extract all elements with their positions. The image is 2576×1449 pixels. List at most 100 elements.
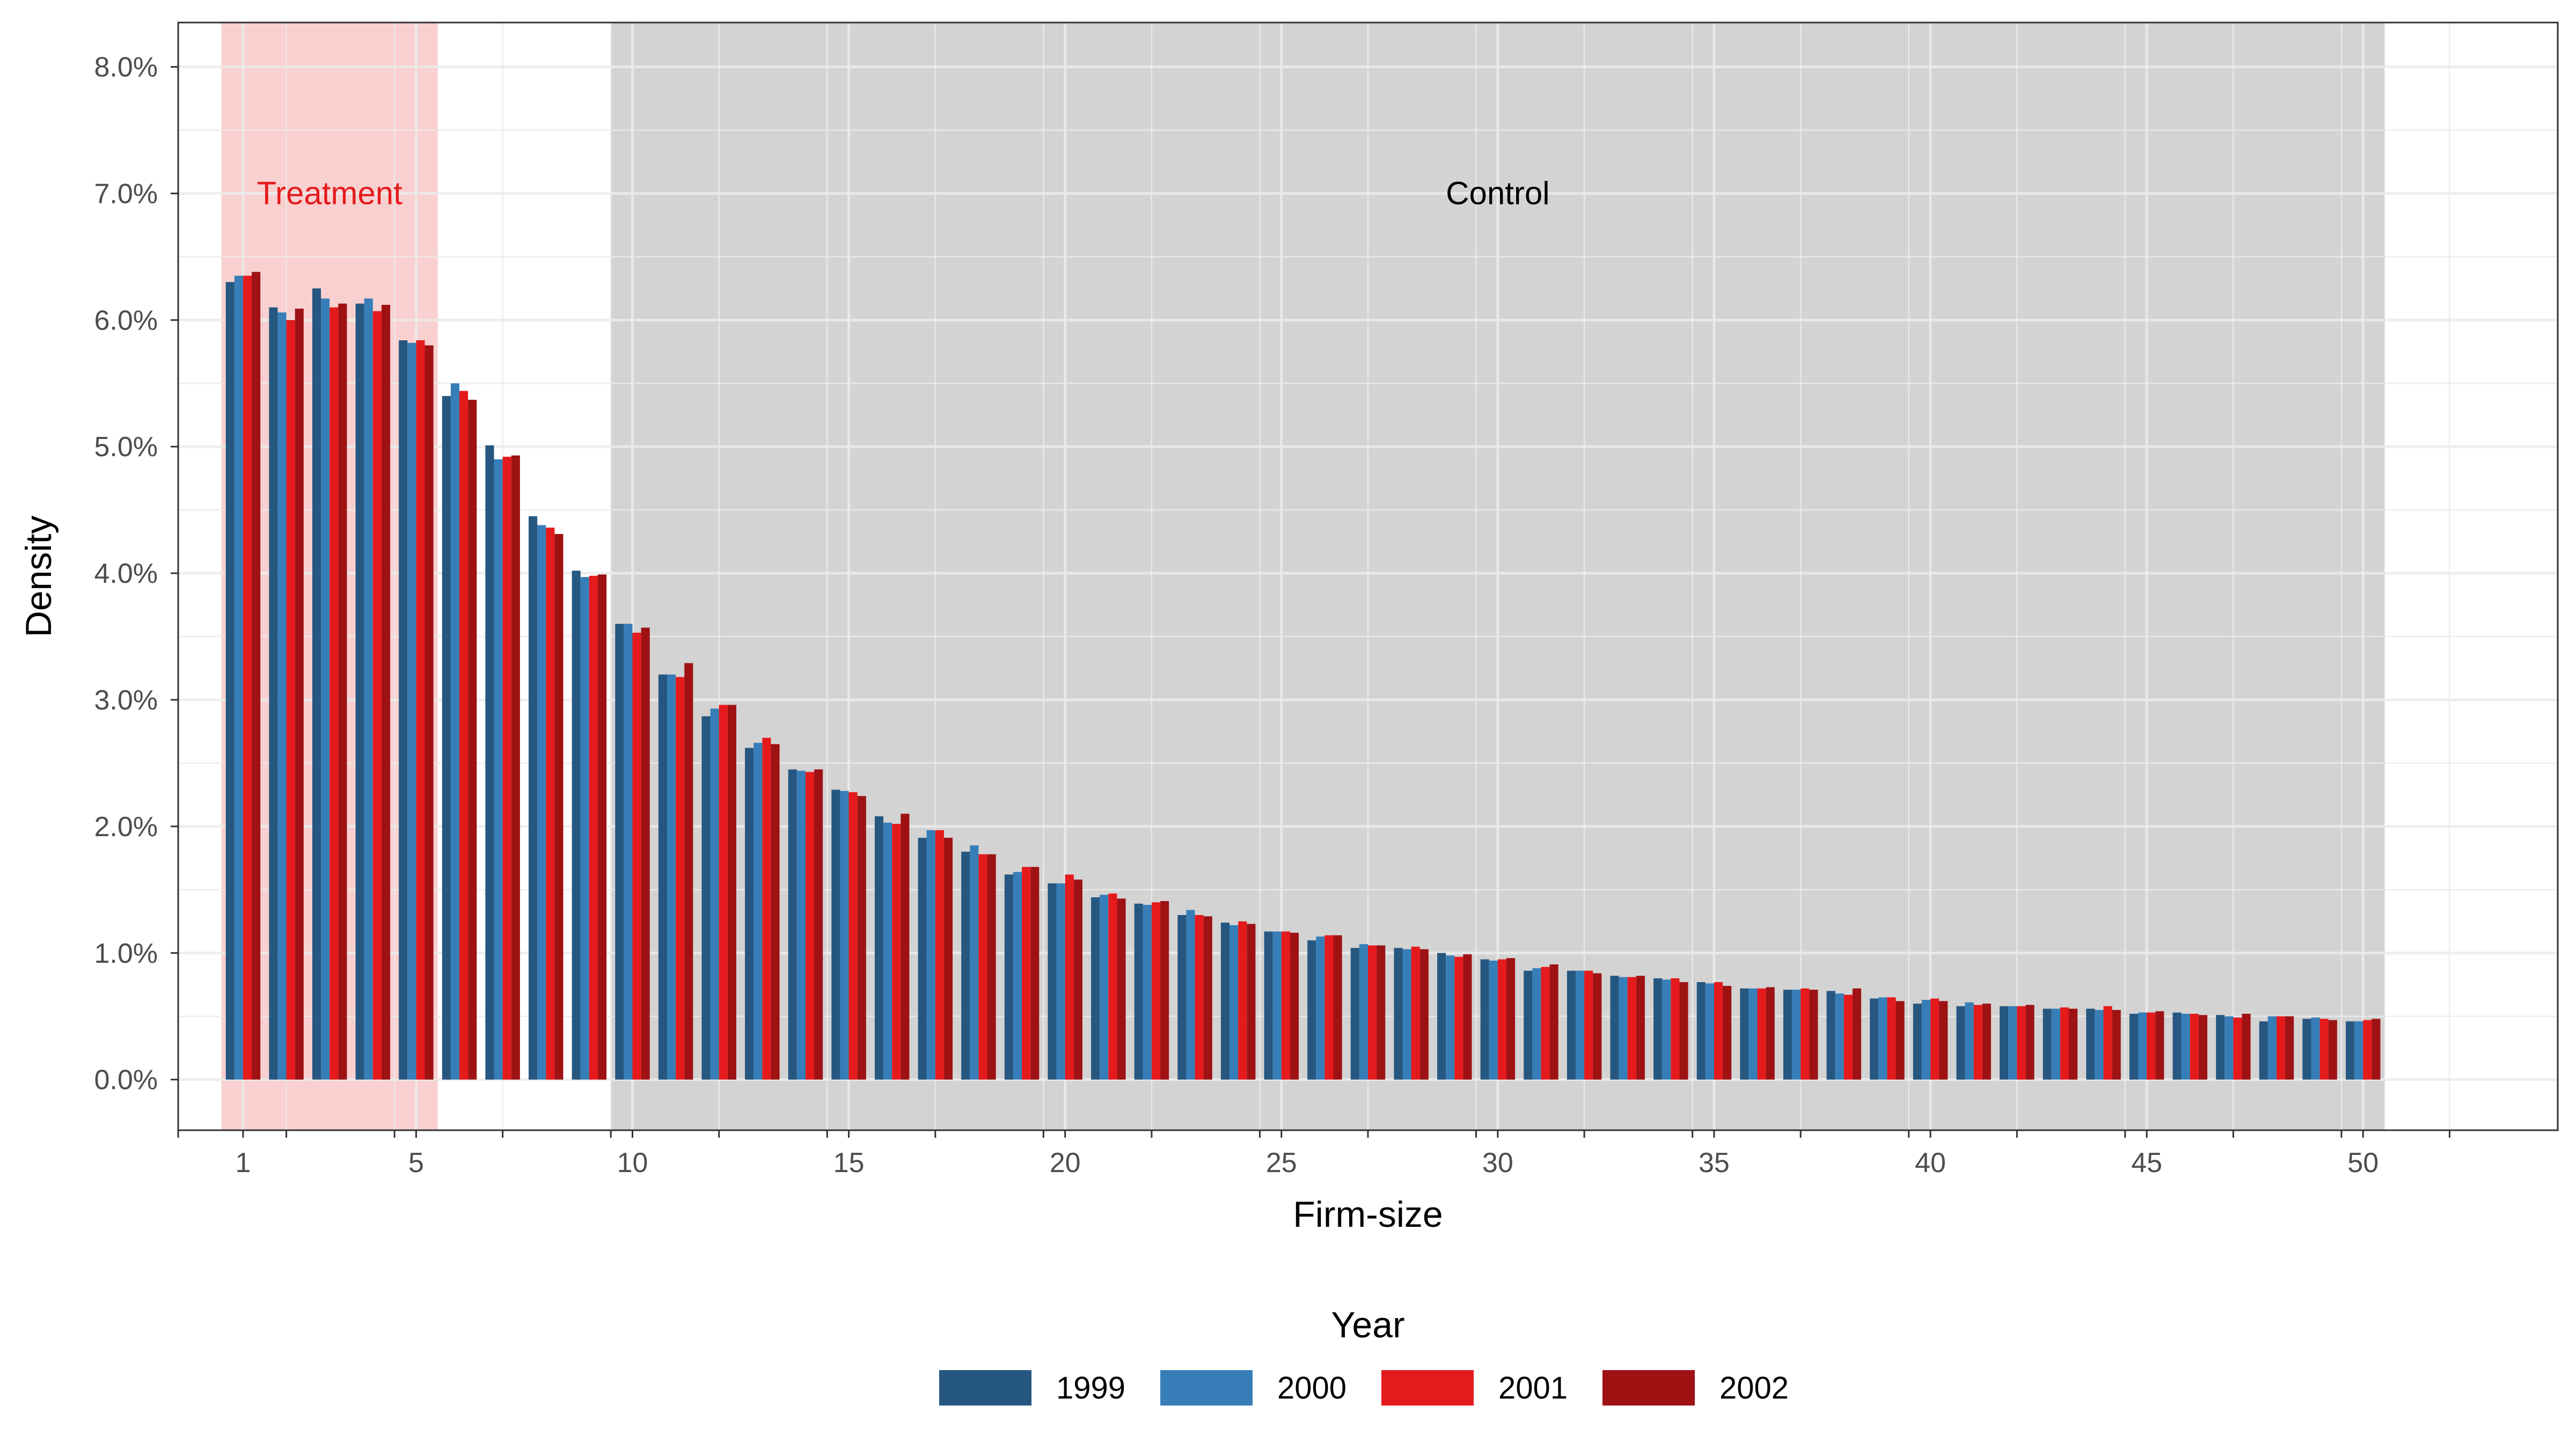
bar-1999-49	[2302, 1019, 2311, 1080]
bar-1999-44	[2086, 1008, 2095, 1080]
bar-2000-23	[1186, 910, 1195, 1080]
bar-2001-13	[762, 737, 771, 1080]
bar-1999-36	[1740, 988, 1749, 1080]
bar-1999-29	[1437, 953, 1446, 1080]
bar-2001-16	[892, 824, 901, 1080]
bar-2002-36	[1766, 987, 1775, 1080]
y-tick-label: 7.0%	[94, 178, 158, 209]
bar-2000-5	[407, 342, 416, 1080]
bar-2000-38	[1835, 993, 1844, 1080]
bar-2002-26	[1333, 935, 1342, 1080]
bar-2002-4	[381, 305, 391, 1080]
bar-2001-6	[459, 391, 469, 1080]
bar-2001-11	[676, 677, 685, 1080]
bar-2000-17	[926, 830, 935, 1080]
bar-2002-29	[1463, 954, 1472, 1080]
bar-2002-50	[2372, 1019, 2381, 1080]
bar-2000-37	[1792, 990, 1801, 1080]
bar-1999-41	[1956, 1006, 1965, 1080]
bar-2002-10	[641, 627, 650, 1080]
bar-2000-15	[840, 791, 849, 1080]
bar-2002-2	[295, 309, 304, 1080]
bar-1999-37	[1783, 990, 1792, 1080]
bar-1999-15	[831, 789, 840, 1080]
bar-1999-20	[1048, 883, 1057, 1080]
bar-2001-32	[1584, 970, 1593, 1080]
bar-1999-21	[1091, 897, 1100, 1080]
bar-2002-13	[771, 744, 780, 1080]
y-axis: 0.0% 1.0% 2.0% 3.0% 4.0% 5.0% 6.0% 7.0% 8.0%	[94, 52, 178, 1096]
y-tick-label: 6.0%	[94, 305, 158, 336]
bar-2000-21	[1100, 895, 1109, 1080]
bar-2000-12	[710, 708, 719, 1080]
bar-2002-23	[1203, 916, 1212, 1080]
bar-2000-10	[624, 624, 633, 1080]
bar-2000-31	[1532, 968, 1541, 1080]
bar-2000-1	[234, 275, 243, 1080]
bar-2000-24	[1230, 925, 1239, 1080]
bar-2002-21	[1117, 898, 1126, 1080]
bar-1999-50	[2345, 1021, 2355, 1080]
bar-1999-39	[1870, 998, 1879, 1080]
bar-2001-1	[243, 275, 252, 1080]
x-tick-label: 50	[2347, 1147, 2379, 1179]
bar-2001-21	[1108, 893, 1117, 1080]
bar-2002-16	[901, 814, 910, 1080]
bar-1999-34	[1653, 978, 1663, 1080]
bar-2000-6	[450, 383, 460, 1080]
bar-2002-6	[468, 399, 477, 1080]
bar-1999-40	[1913, 1004, 1922, 1080]
bar-2002-17	[943, 838, 953, 1080]
bar-2002-22	[1160, 901, 1169, 1080]
bar-2001-8	[546, 528, 555, 1080]
bar-2000-7	[494, 459, 503, 1080]
bar-1999-22	[1134, 903, 1143, 1080]
legend: Year 1999 2000 2001 2002	[939, 1305, 1789, 1406]
bar-2000-47	[2224, 1016, 2234, 1080]
bar-2002-12	[727, 705, 736, 1080]
bar-2002-20	[1073, 879, 1082, 1080]
x-tick-label: 20	[1050, 1147, 1081, 1179]
bar-2001-20	[1065, 874, 1074, 1080]
bar-2000-36	[1748, 988, 1758, 1080]
bar-1999-33	[1610, 976, 1619, 1080]
region-label-treatment: Treatment	[257, 175, 403, 211]
legend-key-1999	[939, 1370, 1031, 1406]
bar-2002-39	[1896, 1001, 1905, 1080]
bar-2001-4	[372, 311, 382, 1080]
bar-2001-30	[1497, 959, 1506, 1080]
legend-label-2000: 2000	[1277, 1371, 1346, 1406]
bar-1999-1	[225, 282, 235, 1080]
bar-2000-2	[277, 312, 287, 1080]
legend-key-2002	[1602, 1370, 1695, 1406]
bar-2000-19	[1013, 872, 1022, 1080]
bar-2002-8	[554, 533, 564, 1080]
bar-1999-25	[1264, 931, 1273, 1080]
bar-2000-16	[883, 822, 892, 1080]
y-tick-label: 8.0%	[94, 52, 158, 83]
bar-2001-9	[589, 575, 598, 1080]
bar-2001-35	[1714, 982, 1723, 1080]
bar-2001-43	[2060, 1007, 2069, 1080]
bar-2002-37	[1809, 990, 1818, 1080]
bar-2001-31	[1541, 967, 1550, 1080]
bar-2000-44	[2095, 1009, 2104, 1080]
bar-2002-19	[1030, 867, 1040, 1080]
bar-1999-26	[1307, 940, 1316, 1080]
bar-1999-8	[529, 516, 538, 1080]
bar-1999-46	[2172, 1012, 2182, 1080]
bar-2002-44	[2112, 1009, 2121, 1080]
bar-2000-48	[2267, 1016, 2277, 1080]
x-tick-label: 45	[2131, 1147, 2162, 1179]
bar-1999-16	[874, 816, 884, 1080]
bar-2002-31	[1549, 964, 1558, 1080]
bar-2002-28	[1419, 949, 1429, 1080]
bar-2001-19	[1022, 867, 1031, 1080]
bar-2001-46	[2190, 1013, 2199, 1080]
bar-2001-7	[502, 457, 511, 1080]
bar-2002-38	[1852, 988, 1862, 1080]
bar-2001-2	[286, 320, 295, 1080]
bar-2001-41	[1973, 1005, 1982, 1080]
bar-2002-35	[1723, 986, 1732, 1080]
